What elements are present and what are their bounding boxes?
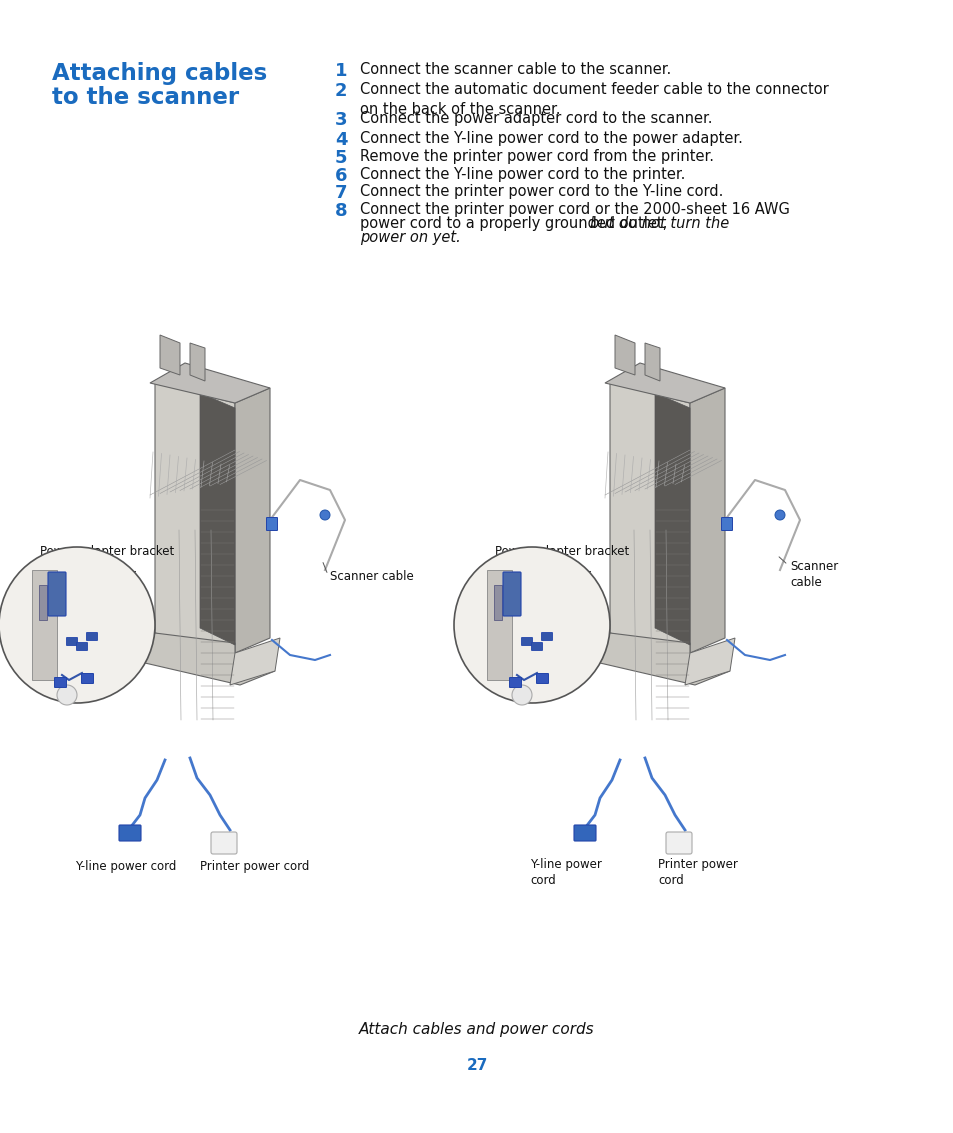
FancyBboxPatch shape xyxy=(48,572,66,616)
Circle shape xyxy=(512,685,532,705)
Polygon shape xyxy=(32,570,57,680)
FancyBboxPatch shape xyxy=(541,632,552,640)
Polygon shape xyxy=(145,633,274,685)
Text: 27: 27 xyxy=(466,1058,487,1073)
Polygon shape xyxy=(160,335,180,375)
Polygon shape xyxy=(150,363,270,403)
Circle shape xyxy=(57,685,77,705)
Text: Power adapter bracket: Power adapter bracket xyxy=(40,545,174,557)
Text: 4: 4 xyxy=(335,131,347,150)
Text: Scanner cable: Scanner cable xyxy=(330,570,414,583)
Text: Connect the printer power cord or the 2000-sheet 16 AWG: Connect the printer power cord or the 20… xyxy=(359,202,789,218)
Text: Y-line power cord: Y-line power cord xyxy=(75,860,176,874)
Text: Printer power
cord: Printer power cord xyxy=(658,858,737,887)
FancyBboxPatch shape xyxy=(211,832,236,854)
Text: Scanner
cable: Scanner cable xyxy=(789,560,838,589)
Text: but do not turn the: but do not turn the xyxy=(589,216,728,231)
FancyBboxPatch shape xyxy=(720,518,732,530)
Text: power cord to a properly grounded outlet,: power cord to a properly grounded outlet… xyxy=(359,216,671,231)
Polygon shape xyxy=(234,387,270,653)
Text: Attach cables and power cords: Attach cables and power cords xyxy=(359,1022,594,1037)
Text: 6: 6 xyxy=(335,167,347,185)
Text: 8: 8 xyxy=(335,202,347,220)
Polygon shape xyxy=(609,383,689,653)
FancyBboxPatch shape xyxy=(521,638,532,646)
Circle shape xyxy=(319,510,330,520)
Polygon shape xyxy=(154,383,234,653)
Polygon shape xyxy=(494,585,501,620)
Text: power on yet.: power on yet. xyxy=(359,230,460,245)
Polygon shape xyxy=(599,633,729,685)
Text: Connect the Y-line power cord to the printer.: Connect the Y-line power cord to the pri… xyxy=(359,167,684,182)
FancyBboxPatch shape xyxy=(54,678,67,688)
FancyBboxPatch shape xyxy=(81,673,93,683)
Text: Connect the automatic document feeder cable to the connector
on the back of the : Connect the automatic document feeder ca… xyxy=(359,82,828,118)
FancyBboxPatch shape xyxy=(509,678,521,688)
Text: to the scanner: to the scanner xyxy=(52,86,239,109)
Text: Connect the printer power cord to the Y-line cord.: Connect the printer power cord to the Y-… xyxy=(359,184,722,199)
Polygon shape xyxy=(644,343,659,381)
Polygon shape xyxy=(615,335,635,375)
FancyBboxPatch shape xyxy=(266,518,277,530)
Circle shape xyxy=(774,510,784,520)
FancyBboxPatch shape xyxy=(87,632,97,640)
FancyBboxPatch shape xyxy=(119,825,141,841)
FancyBboxPatch shape xyxy=(531,642,542,650)
Text: Power adapter: Power adapter xyxy=(504,568,590,581)
Text: Y-line power
cord: Y-line power cord xyxy=(530,858,601,887)
FancyBboxPatch shape xyxy=(536,673,548,683)
Polygon shape xyxy=(486,570,512,680)
FancyBboxPatch shape xyxy=(67,638,77,646)
Text: 2: 2 xyxy=(335,82,347,100)
FancyBboxPatch shape xyxy=(76,642,88,650)
FancyBboxPatch shape xyxy=(665,832,691,854)
Polygon shape xyxy=(39,585,47,620)
FancyBboxPatch shape xyxy=(574,825,596,841)
FancyBboxPatch shape xyxy=(502,572,520,616)
Polygon shape xyxy=(684,638,734,685)
Text: Power adapter bracket: Power adapter bracket xyxy=(495,545,629,557)
Polygon shape xyxy=(689,387,724,653)
Circle shape xyxy=(454,547,609,702)
Polygon shape xyxy=(200,393,234,645)
Text: 3: 3 xyxy=(335,111,347,129)
Polygon shape xyxy=(230,638,280,685)
Polygon shape xyxy=(190,343,205,381)
Text: Connect the scanner cable to the scanner.: Connect the scanner cable to the scanner… xyxy=(359,62,671,77)
Text: 5: 5 xyxy=(335,150,347,167)
Text: Attaching cables: Attaching cables xyxy=(52,62,267,85)
Text: Connect the Y-line power cord to the power adapter.: Connect the Y-line power cord to the pow… xyxy=(359,131,742,146)
Text: Remove the printer power cord from the printer.: Remove the printer power cord from the p… xyxy=(359,150,713,164)
Text: Connect the power adapter cord to the scanner.: Connect the power adapter cord to the sc… xyxy=(359,111,712,126)
Text: 7: 7 xyxy=(335,184,347,202)
Text: Power adapter: Power adapter xyxy=(50,568,135,581)
Text: 1: 1 xyxy=(335,62,347,80)
Text: Printer power cord: Printer power cord xyxy=(200,860,309,874)
Polygon shape xyxy=(604,363,724,403)
Circle shape xyxy=(0,547,154,702)
Polygon shape xyxy=(655,393,689,645)
